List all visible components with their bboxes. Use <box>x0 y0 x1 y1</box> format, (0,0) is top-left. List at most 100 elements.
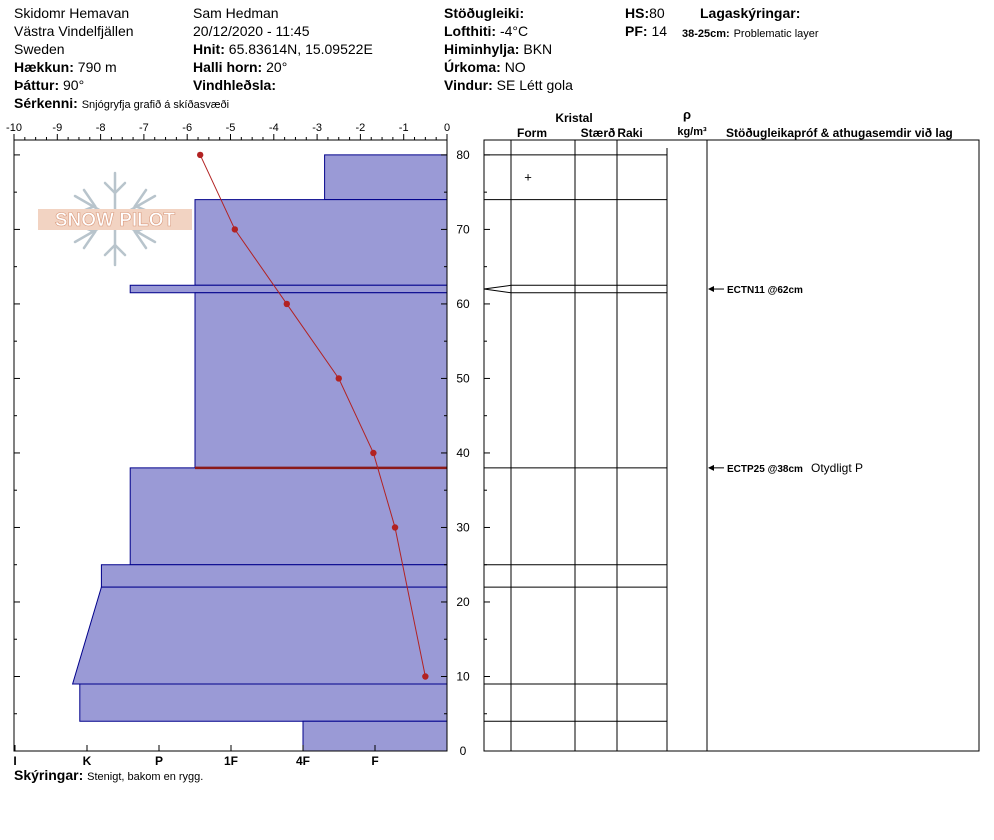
elevation-label: Hækkun: <box>14 59 74 75</box>
depth-tick-label: 70 <box>456 222 470 236</box>
layer-connector <box>483 288 512 294</box>
temp-point <box>283 300 290 308</box>
temperature-axis: -10 -9 -8 -7 -6 -5 -4 -3 -2 -1 0 <box>6 122 450 140</box>
moisture-header: Raki <box>617 126 642 140</box>
air-temp-label: Lofthiti: <box>444 23 497 39</box>
country-name: Sweden <box>14 41 65 57</box>
hardness-layer <box>129 284 448 294</box>
temp-tick-label: -9 <box>52 122 62 134</box>
air-temp-row: Lofthiti: -4°C <box>444 23 528 39</box>
slope-row: Halli horn: 20° <box>193 59 287 75</box>
notes-value: Stenigt, bakom en rygg. <box>87 771 204 783</box>
temp-tick-label: -10 <box>6 122 22 134</box>
air-temp-value: -4°C <box>499 23 529 39</box>
hardness-layer <box>100 564 448 588</box>
wind-row: Vindur: SE Létt gola <box>444 77 573 93</box>
temp-point <box>370 449 377 457</box>
elevation-row: Hækkun: 790 m <box>14 59 117 75</box>
hardness-axis: I K P 1F 4F F <box>13 745 379 768</box>
temp-tick-label: -7 <box>139 122 149 134</box>
notes-row: Skýringar: Stenigt, bakom en rygg. <box>14 767 203 785</box>
hardness-layer <box>194 199 448 286</box>
temp-point <box>335 375 342 382</box>
aspect-row: Þáttur: 90° <box>14 77 84 93</box>
temp-tick-label: -8 <box>96 122 106 134</box>
temp-tick-label: -4 <box>269 122 279 134</box>
temp-tick-label: 0 <box>444 122 450 134</box>
temp-tick-label: -1 <box>399 122 409 134</box>
grain-forms: + <box>524 169 532 184</box>
crystal-header: Kristal <box>555 111 592 125</box>
temp-point <box>196 151 204 159</box>
features-label: Sérkenni: <box>14 95 78 111</box>
hardness-tick-label: I <box>13 754 16 768</box>
temperature-profile <box>196 151 429 680</box>
pf-row: PF: 14 <box>625 23 667 39</box>
temp-point <box>231 226 239 233</box>
precip-label: Úrkoma: <box>444 59 501 75</box>
hardness-tick-label: 1F <box>224 754 238 768</box>
density-unit: kg/m³ <box>677 126 707 138</box>
depth-axis: 0 10 20 30 40 50 60 70 80 <box>14 148 490 758</box>
coords-value: 65.83614N, 15.09522E <box>228 41 373 57</box>
arrow-icon <box>708 286 714 293</box>
wind-loading-label: Vindhleðsla: <box>193 77 276 93</box>
stability-tests: ECTN11 @62cm ECTP25 @38cm Otydligt P <box>708 285 863 475</box>
depth-tick-label: 10 <box>456 669 470 683</box>
logo-banner <box>38 209 192 230</box>
layer-connector <box>483 284 512 290</box>
snowpilot-logo: SNOW PILOT <box>38 171 192 267</box>
hardness-layer <box>79 683 448 722</box>
temp-tick-label: -5 <box>226 122 236 134</box>
wind-label: Vindur: <box>444 77 493 93</box>
temp-point <box>422 673 429 680</box>
layer-table <box>483 139 980 752</box>
precip-value: NO <box>504 59 526 75</box>
hardness-layer <box>324 154 448 201</box>
temp-tick-label: -2 <box>356 122 366 134</box>
tests-header: Stöðugleikapróf & athugasemdir við lag <box>726 126 953 140</box>
area-name: Västra Vindelfjällen <box>14 23 134 39</box>
wind-value: SE Létt gola <box>496 77 573 93</box>
hardness-layers <box>71 154 448 752</box>
observation-datetime: 20/12/2020 - 11:45 <box>193 23 310 39</box>
pf-value: 14 <box>651 23 668 39</box>
density-symbol: ρ <box>683 107 691 122</box>
temp-tick-label: -6 <box>182 122 192 134</box>
temp-point <box>391 524 399 531</box>
arrow-icon <box>708 464 714 471</box>
layer-notes-label: Lagaskýringar: <box>700 5 801 21</box>
hardness-tick-label: 4F <box>296 754 310 768</box>
elevation-value: 790 m <box>77 59 117 75</box>
hs-label: HS: <box>625 5 650 21</box>
layer-note-range: 38-25cm: <box>682 28 730 40</box>
pf-label: PF: <box>625 23 648 39</box>
test-label: ECTN11 @62cm <box>727 285 803 296</box>
coords-label: Hnit: <box>193 41 225 57</box>
hardness-tick-label: P <box>155 754 163 768</box>
hardness-layer <box>71 586 448 685</box>
aspect-value: 90° <box>63 77 85 93</box>
slope-label: Halli horn: <box>193 59 263 75</box>
notes-label: Skýringar: <box>14 767 84 783</box>
depth-tick-label: 60 <box>456 297 470 311</box>
sky-label: Himinhylja: <box>444 41 520 57</box>
hardness-tick-label: F <box>371 754 378 768</box>
depth-tick-label: 40 <box>456 446 470 460</box>
grain-form-symbol: + <box>524 169 532 184</box>
form-header: Form <box>517 126 547 140</box>
features-row: Sérkenni: Snjógryfja grafið á skíðasvæði <box>14 95 229 113</box>
layer-note-text: Problematic layer <box>733 28 819 40</box>
depth-tick-label: 30 <box>456 520 470 534</box>
depth-tick-label: 80 <box>456 148 470 162</box>
aspect-label: Þáttur: <box>14 77 60 93</box>
observer-name: Sam Hedman <box>193 5 279 21</box>
depth-tick-label: 50 <box>456 371 470 385</box>
precip-row: Úrkoma: NO <box>444 59 526 75</box>
layer-note-row: 38-25cm: Problematic layer <box>682 24 819 42</box>
depth-tick-label: 0 <box>460 744 467 758</box>
temp-tick-label: -3 <box>312 122 322 134</box>
hardness-layer <box>194 292 448 469</box>
location-name: Skidomr Hemavan <box>14 5 130 21</box>
